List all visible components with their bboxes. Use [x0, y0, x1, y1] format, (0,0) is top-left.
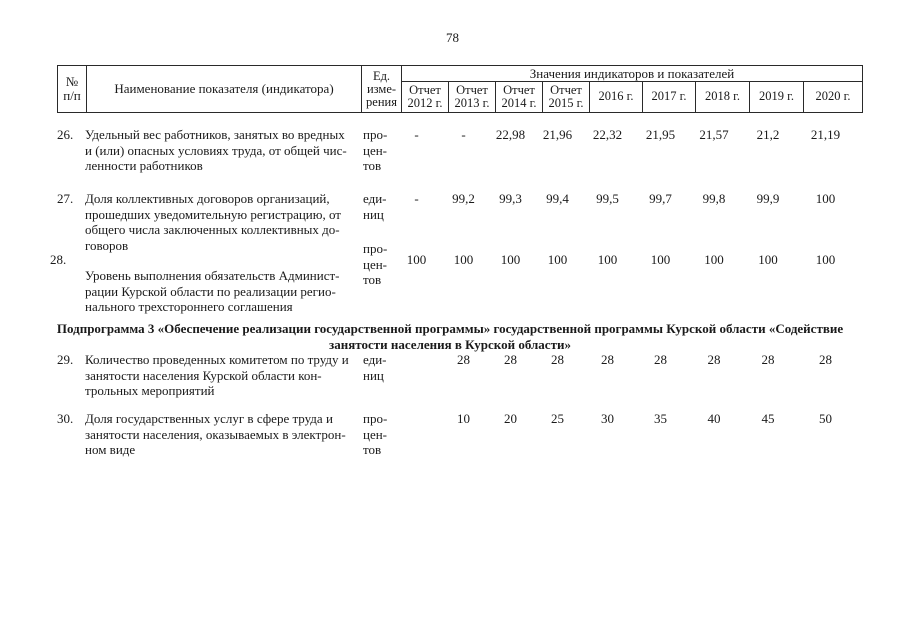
indicator-name: Доля государственных услуг в сфере труда…	[85, 411, 346, 457]
row-number: 26.	[57, 127, 74, 142]
cell-value: 100	[704, 252, 724, 267]
indicator-name: Доля коллективных договоров организаций,…	[85, 191, 341, 253]
cell-value: 100	[453, 252, 474, 267]
header-cell-year-2019: 2019 г.	[749, 82, 803, 112]
cell-value: 28	[761, 352, 775, 367]
cell-value: 35	[654, 411, 667, 426]
header-cell-row-number: № п/п	[63, 74, 81, 103]
cell-value: 21,95	[645, 127, 676, 142]
header-cell-year-2018: 2018 г.	[695, 82, 749, 112]
cell-value: 100	[500, 252, 521, 267]
cell-value: 20	[504, 411, 517, 426]
header-cell-year-2014: Отчет 2014 г.	[495, 82, 542, 112]
cell-value: 100	[815, 191, 836, 206]
cell-value: 99,4	[546, 191, 569, 206]
row-number: 29.	[57, 352, 74, 367]
indicator-name: Уровень выполнения обязательств Админист…	[85, 268, 340, 314]
header-cell-year-2020: 2020 г.	[803, 82, 862, 112]
header-cell-indicator-name: Наименование показателя (индикатора)	[86, 66, 361, 112]
cell-value: 100	[597, 252, 618, 267]
cell-value: 25	[551, 411, 564, 426]
cell-value: 28	[504, 352, 517, 367]
cell-value: 50	[819, 411, 832, 426]
cell-value: 30	[601, 411, 614, 426]
unit-of-measure: про- цен- тов	[363, 241, 388, 287]
unit-of-measure: еди- ниц	[363, 191, 387, 222]
cell-value: 100	[650, 252, 671, 267]
header-cell-year-2017: 2017 г.	[642, 82, 695, 112]
cell-value: 28	[707, 352, 721, 367]
row-number: 28.	[50, 252, 67, 267]
row-number: 27.	[57, 191, 74, 206]
header-cell-year-2013: Отчет 2013 г.	[448, 82, 495, 112]
header-cell-unit: Ед. изме- рения	[361, 66, 401, 112]
cell-value: 28	[551, 352, 564, 367]
cell-value: 99,7	[649, 191, 672, 206]
cell-value: 99,2	[452, 191, 475, 206]
cell-value: 21,57	[699, 127, 729, 142]
cell-value: 99,9	[756, 191, 780, 206]
table-header: № п/п Наименование показателя (индикатор…	[57, 65, 863, 113]
cell-value: -	[414, 127, 419, 142]
cell-value: 100	[406, 252, 427, 267]
cell-value: 100	[547, 252, 568, 267]
cell-value: 21,19	[810, 127, 841, 142]
cell-value: 10	[457, 411, 470, 426]
row-number: 30.	[57, 411, 74, 426]
header-cell-year-2012: Отчет 2012 г.	[401, 82, 448, 112]
page-number: 78	[446, 30, 459, 45]
cell-value: -	[461, 127, 466, 142]
cell-value: 28	[601, 352, 614, 367]
cell-value: 45	[761, 411, 775, 426]
cell-value: 28	[819, 352, 832, 367]
subprogram-heading: Подпрограмма 3 «Обеспечение реализации г…	[56, 321, 844, 352]
cell-value: 99,3	[499, 191, 522, 206]
cell-value: 100	[815, 252, 836, 267]
unit-of-measure: еди- ниц	[363, 352, 387, 383]
indicator-name: Удельный вес работников, занятых во вред…	[85, 127, 347, 173]
cell-value: 21,96	[542, 127, 573, 142]
cell-value: 40	[707, 411, 721, 426]
unit-of-measure: про- цен- тов	[363, 411, 388, 457]
cell-value: 100	[758, 252, 778, 267]
unit-of-measure: про- цен- тов	[363, 127, 388, 173]
cell-value: 22,32	[592, 127, 623, 142]
header-cell-year-2016: 2016 г.	[589, 82, 642, 112]
header-cell-values-group: Значения индикаторов и показателей	[401, 66, 862, 82]
cell-value: -	[414, 191, 419, 206]
header-cell-year-2015: Отчет 2015 г.	[542, 82, 589, 112]
cell-value: 99,5	[596, 191, 619, 206]
cell-value: 28	[654, 352, 667, 367]
cell-value: 28	[457, 352, 470, 367]
cell-value: 21,2	[756, 127, 780, 142]
cell-value: 22,98	[495, 127, 526, 142]
cell-value: 99,8	[702, 191, 726, 206]
indicator-name: Количество проведенных комитетом по труд…	[85, 352, 349, 398]
